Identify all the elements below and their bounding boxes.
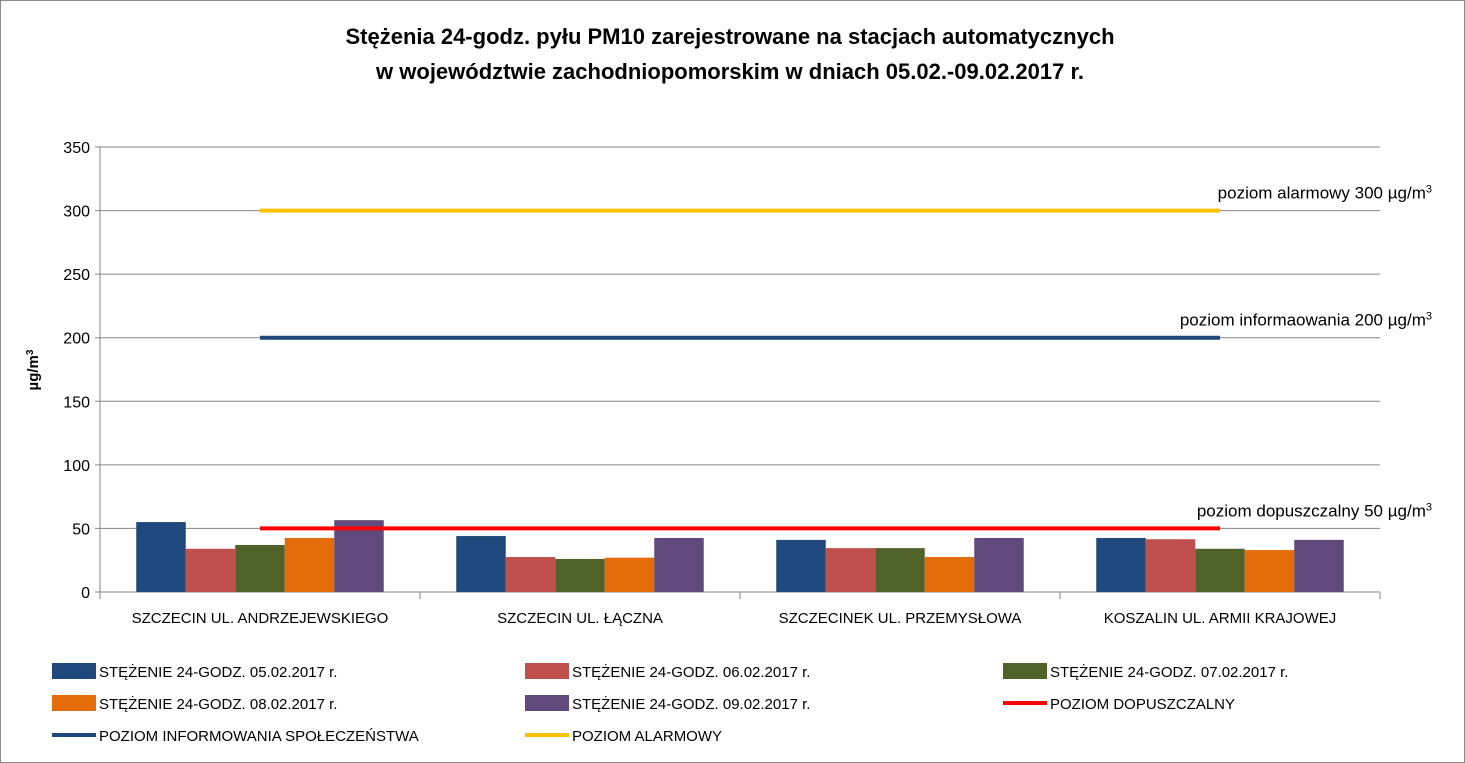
legend-swatch: [1003, 663, 1047, 679]
y-tick-label: 200: [63, 331, 90, 348]
bar: [604, 557, 655, 592]
bar: [776, 539, 826, 592]
legend-swatch: [52, 663, 96, 679]
bar: [1294, 539, 1344, 592]
y-tick-label: 250: [63, 267, 90, 284]
x-tick-label: KOSZALIN UL. ARMII KRAJOWEJ: [1104, 610, 1337, 627]
threshold-annotation: poziom dopuszczalny 50 µg/m3: [1197, 501, 1432, 520]
bar: [555, 558, 605, 592]
legend-label: POZIOM ALARMOWY: [572, 728, 722, 745]
chart-title-line-1: Stężenia 24-godz. pyłu PM10 zarejestrowa…: [345, 24, 1114, 49]
legend-swatch: [525, 695, 569, 711]
bar: [1096, 537, 1146, 592]
bar: [924, 557, 975, 592]
x-tick-label: SZCZECIN UL. ŁĄCZNA: [497, 610, 663, 627]
threshold-annotation: poziom informaowania 200 µg/m3: [1180, 311, 1432, 330]
y-tick-label: 350: [63, 140, 90, 157]
legend-label: STĘŻENIE 24-GODZ. 05.02.2017 r.: [99, 663, 337, 681]
bar: [334, 520, 384, 592]
bar: [1195, 548, 1245, 592]
x-tick-label: SZCZECIN UL. ANDRZEJEWSKIEGO: [132, 610, 389, 627]
bar: [875, 548, 925, 592]
x-tick-label: SZCZECINEK UL. PRZEMYSŁOWA: [779, 610, 1022, 627]
bar: [284, 537, 335, 592]
legend-label: POZIOM INFORMOWANIA SPOŁECZEŃSTWA: [99, 728, 419, 745]
bar: [136, 522, 186, 592]
bar: [825, 548, 876, 592]
bar: [1145, 539, 1196, 592]
threshold-annotation: poziom alarmowy 300 µg/m3: [1218, 184, 1432, 203]
chart-title-line-2: w województwie zachodniopomorskim w dnia…: [375, 59, 1084, 84]
y-tick-label: 150: [63, 394, 90, 411]
bar: [974, 537, 1024, 592]
bar: [235, 544, 285, 592]
bar: [185, 548, 236, 592]
y-tick-label: 0: [81, 585, 90, 602]
bar: [1244, 550, 1295, 592]
y-tick-label: 50: [72, 521, 90, 538]
y-tick-label: 100: [63, 458, 90, 475]
legend-label: STĘŻENIE 24-GODZ. 06.02.2017 r.: [572, 663, 810, 681]
legend-label: STĘŻENIE 24-GODZ. 07.02.2017 r.: [1050, 663, 1288, 681]
bar: [456, 536, 506, 592]
legend-label: POZIOM DOPUSZCZALNY: [1050, 696, 1235, 713]
bar: [505, 557, 556, 592]
legend-swatch: [52, 695, 96, 711]
legend-swatch: [525, 663, 569, 679]
legend-label: STĘŻENIE 24-GODZ. 09.02.2017 r.: [572, 695, 810, 713]
y-tick-label: 300: [63, 204, 90, 221]
legend-label: STĘŻENIE 24-GODZ. 08.02.2017 r.: [99, 695, 337, 713]
y-axis-label: µg/m3: [25, 349, 43, 390]
bar: [654, 537, 704, 592]
